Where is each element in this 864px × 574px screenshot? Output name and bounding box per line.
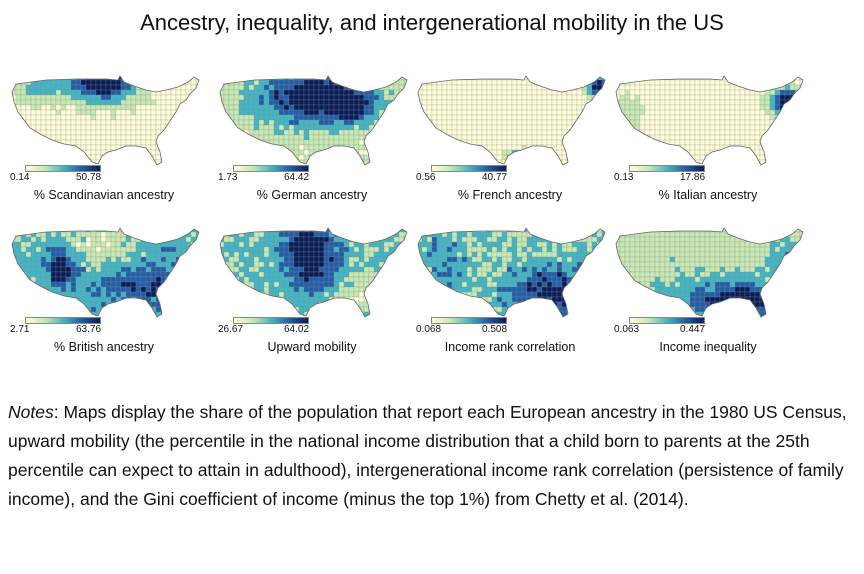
us-outline	[417, 227, 606, 318]
legend-gradient-bar	[25, 165, 101, 172]
choropleth-map-scandinavian	[11, 75, 200, 166]
us-outline	[11, 75, 200, 166]
legend-max-label: 0.447	[680, 324, 706, 335]
legend-max-label: 0.508	[482, 324, 508, 335]
legend-min-label: 26.67	[218, 324, 244, 335]
notes-paragraph: Notes: Maps display the share of the pop…	[8, 398, 858, 514]
map-panel-british: 2.71 63.76 % British ancestry	[6, 222, 202, 362]
legend-min-label: 0.13	[614, 172, 634, 183]
map-caption: % Scandinavian ancestry	[33, 188, 175, 202]
color-legend: 0.13 17.86	[614, 165, 729, 185]
color-legend: 0.063 0.447	[614, 317, 729, 337]
map-caption: Income inequality	[659, 340, 757, 354]
legend-min-label: 0.56	[416, 172, 436, 183]
figure-title: Ancestry, inequality, and intergeneratio…	[140, 10, 724, 35]
map-panel-rankcorr: 0.068 0.508 Income rank correlation	[412, 222, 608, 362]
choropleth-map-italian	[615, 75, 804, 166]
legend-min-label: 2.71	[10, 324, 30, 335]
legend-gradient-bar	[431, 165, 507, 172]
legend-min-label: 0.14	[10, 172, 30, 183]
map-panel-inequality: 0.063 0.447 Income inequality	[610, 222, 806, 362]
us-outline	[219, 227, 408, 318]
legend-gradient-bar	[629, 317, 705, 324]
us-outline	[11, 227, 200, 318]
legend-max-label: 40.77	[482, 172, 508, 183]
color-legend: 0.068 0.508	[416, 317, 531, 337]
legend-gradient-bar	[233, 317, 309, 324]
color-legend: 0.14 50.78	[10, 165, 125, 185]
choropleth-map-french	[417, 75, 606, 166]
color-legend: 0.56 40.77	[416, 165, 531, 185]
legend-max-label: 17.86	[680, 172, 706, 183]
legend-gradient-bar	[233, 165, 309, 172]
map-panel-italian: 0.13 17.86 % Italian ancestry	[610, 70, 806, 210]
us-outline	[615, 227, 804, 318]
map-panel-german: 1.73 64.42 % German ancestry	[214, 70, 410, 210]
choropleth-map-inequality	[615, 227, 804, 318]
map-caption: % British ancestry	[53, 340, 155, 354]
legend-min-label: 0.063	[614, 324, 640, 335]
legend-min-label: 0.068	[416, 324, 442, 335]
color-legend: 26.67 64.02	[218, 317, 333, 337]
legend-gradient-bar	[629, 165, 705, 172]
map-caption: Upward mobility	[267, 340, 357, 354]
choropleth-map-rankcorr	[417, 227, 606, 318]
map-caption: % French ancestry	[457, 188, 563, 202]
legend-gradient-bar	[25, 317, 101, 324]
us-outline	[615, 75, 804, 166]
legend-max-label: 50.78	[76, 172, 102, 183]
choropleth-map-british	[11, 227, 200, 318]
notes-label: Notes	[8, 402, 54, 422]
color-legend: 1.73 64.42	[218, 165, 333, 185]
map-panel-upward: 26.67 64.02 Upward mobility	[214, 222, 410, 362]
color-legend: 2.71 63.76	[10, 317, 125, 337]
map-panel-french: 0.56 40.77 % French ancestry	[412, 70, 608, 210]
legend-max-label: 63.76	[76, 324, 102, 335]
map-caption: % German ancestry	[256, 188, 368, 202]
choropleth-map-german	[219, 75, 408, 166]
notes-text: : Maps display the share of the populati…	[8, 402, 847, 509]
us-outline	[417, 75, 606, 166]
legend-max-label: 64.42	[284, 172, 310, 183]
map-panel-scandinavian: 0.14 50.78 % Scandinavian ancestry	[6, 70, 202, 210]
choropleth-map-upward	[219, 227, 408, 318]
us-outline	[219, 75, 408, 166]
map-caption: Income rank correlation	[444, 340, 576, 354]
legend-max-label: 64.02	[284, 324, 310, 335]
legend-min-label: 1.73	[218, 172, 238, 183]
map-caption: % Italian ancestry	[658, 188, 758, 202]
legend-gradient-bar	[431, 317, 507, 324]
